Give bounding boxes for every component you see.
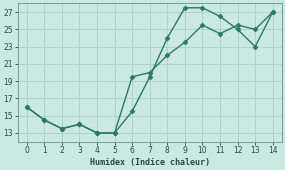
X-axis label: Humidex (Indice chaleur): Humidex (Indice chaleur): [90, 158, 210, 167]
